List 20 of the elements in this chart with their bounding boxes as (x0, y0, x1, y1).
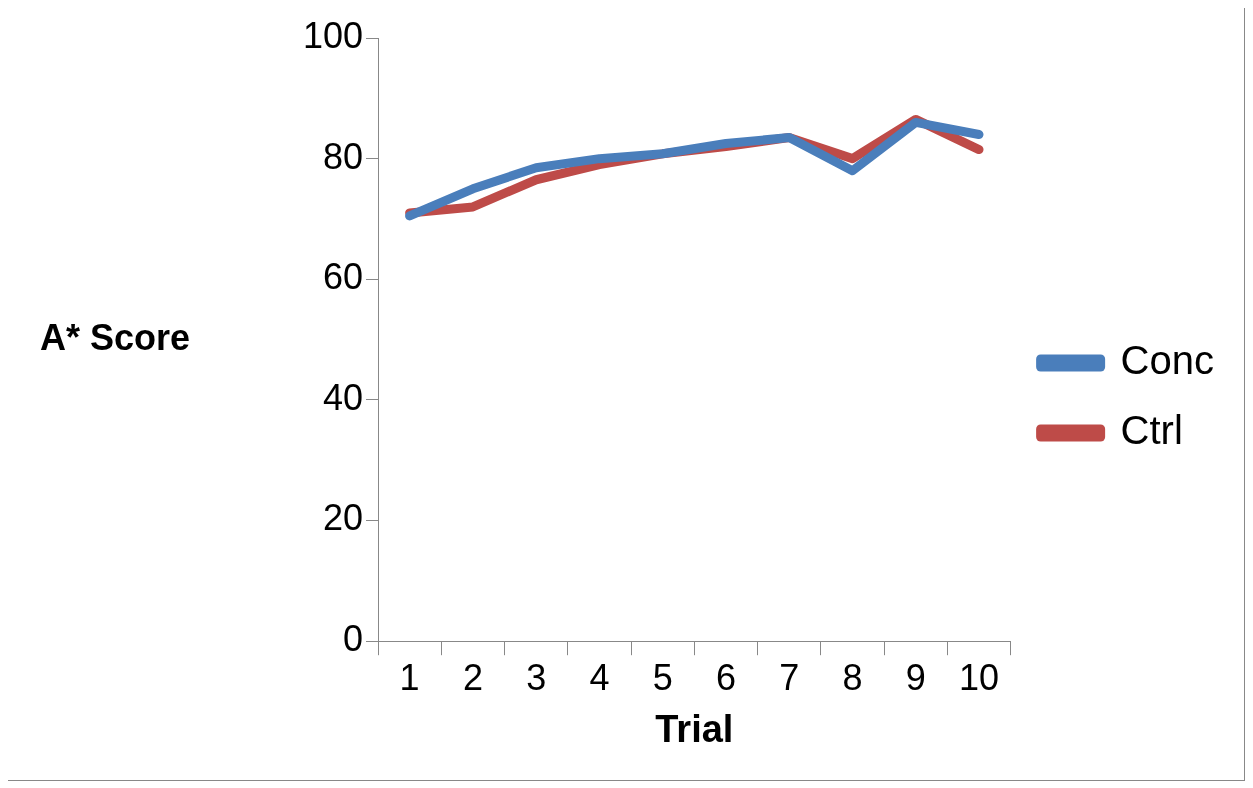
x-tick-label: 6 (715, 656, 736, 698)
x-tick-label: 1 (399, 656, 420, 698)
legend-label: Ctrl (1120, 408, 1183, 453)
legend-label: Conc (1120, 338, 1215, 383)
y-tick-label: 40 (322, 376, 363, 418)
y-tick-label: 80 (322, 135, 363, 177)
x-tick-label: 7 (779, 656, 800, 698)
x-axis-title: Trial (655, 707, 734, 750)
x-tick-label: 2 (462, 656, 483, 698)
x-tick-label: 8 (842, 656, 863, 698)
y-tick-label: 100 (302, 14, 363, 56)
x-tick-label: 5 (652, 656, 673, 698)
x-tick-label: 10 (958, 656, 1000, 698)
y-axis-title: A* Score (40, 316, 191, 358)
x-tick-label: 3 (526, 656, 547, 698)
x-tick-label: 9 (905, 656, 926, 698)
y-tick-label: 0 (342, 618, 363, 660)
x-tick-label: 4 (589, 656, 610, 698)
y-tick-label: 20 (322, 497, 363, 539)
y-tick-label: 60 (322, 256, 363, 298)
